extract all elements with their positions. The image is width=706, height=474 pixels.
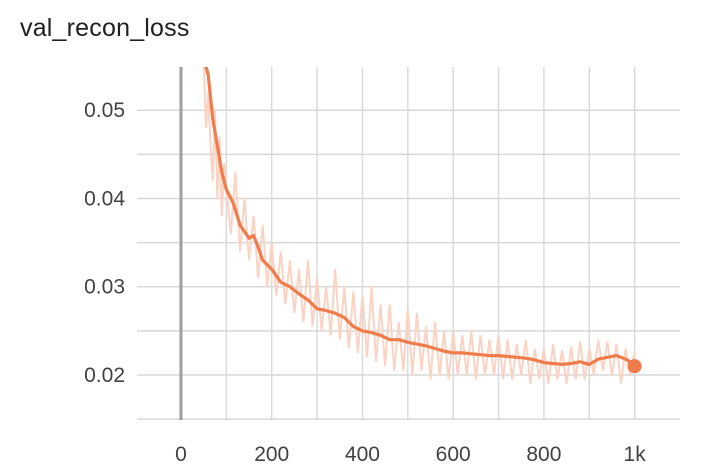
chart-title: val_recon_loss <box>20 14 190 42</box>
x-tick-label: 400 <box>345 443 380 466</box>
last-point-marker <box>627 359 642 374</box>
x-tick-label: 600 <box>436 443 471 466</box>
x-tick-label: 1k <box>624 443 647 466</box>
x-tick-label: 200 <box>254 443 289 466</box>
x-tick-label: 800 <box>526 443 561 466</box>
series-layer <box>203 67 642 384</box>
smoothed-series-line <box>204 67 636 368</box>
x-axis-ticks: 0 200 400 600 800 1k <box>175 443 646 466</box>
y-tick-label: 0.05 <box>84 99 125 122</box>
x-tick-label: 0 <box>175 443 187 466</box>
raw-series-line <box>203 67 636 384</box>
y-tick-label: 0.02 <box>84 364 125 387</box>
grid-lines <box>137 67 680 420</box>
y-tick-label: 0.03 <box>84 276 125 299</box>
y-axis-ticks: 0.02 0.03 0.04 0.05 <box>84 99 125 387</box>
y-tick-label: 0.04 <box>84 187 125 210</box>
